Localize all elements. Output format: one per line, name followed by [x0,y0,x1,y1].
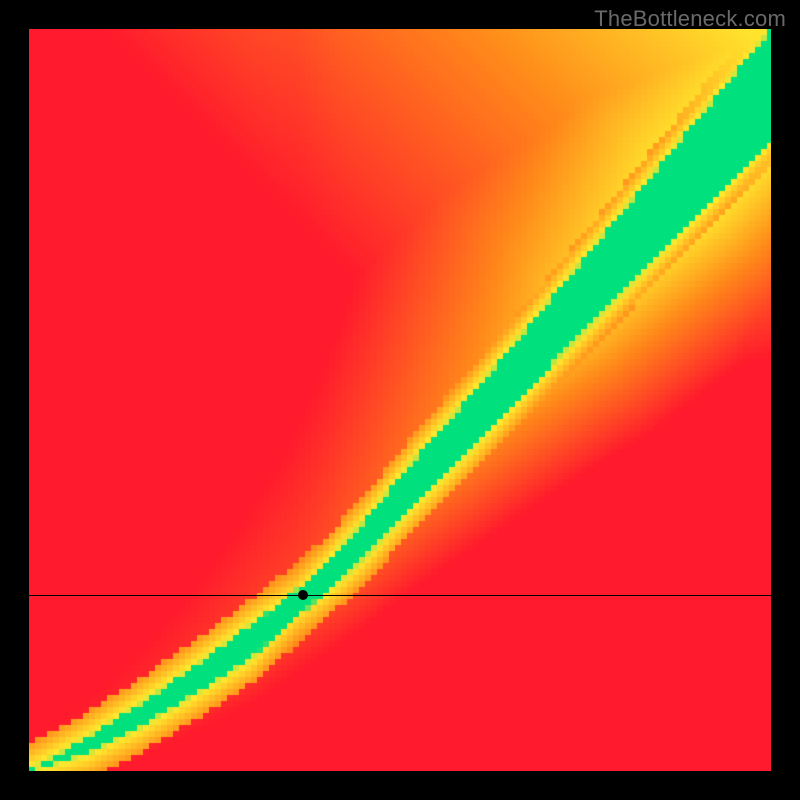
watermark-text: TheBottleneck.com [594,6,786,32]
crosshair-horizontal [29,595,771,596]
crosshair-marker-dot [298,590,308,600]
crosshair-vertical [302,771,303,800]
heatmap-canvas [29,29,771,771]
heatmap-plot [29,29,771,771]
chart-frame: TheBottleneck.com [0,0,800,800]
